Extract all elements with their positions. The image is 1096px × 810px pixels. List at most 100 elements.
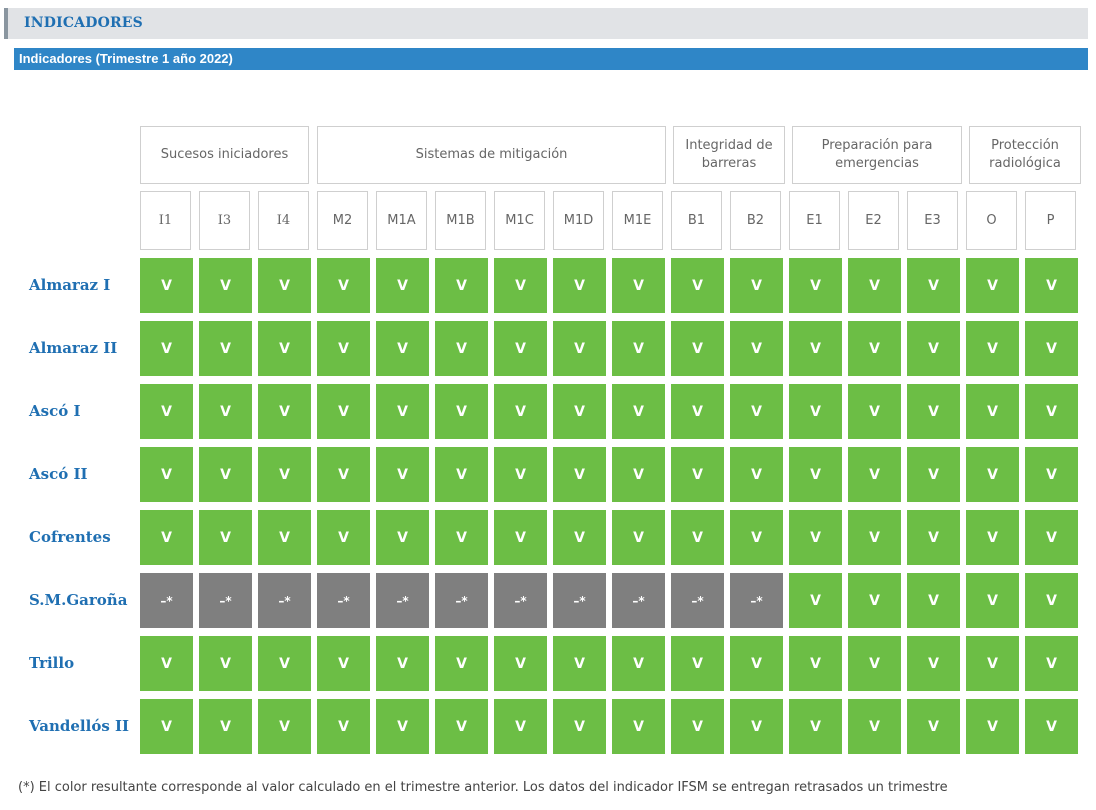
indicator-cell-m1a[interactable]: V <box>376 321 429 376</box>
plant-name-link[interactable]: Trillo <box>29 654 75 672</box>
indicator-cell-i1[interactable]: V <box>140 636 193 691</box>
indicator-cell-i1[interactable]: V <box>140 510 193 565</box>
indicator-cell-i1[interactable]: V <box>140 447 193 502</box>
indicator-cell-m2[interactable]: V <box>317 321 370 376</box>
indicator-cell-b1[interactable]: V <box>671 636 724 691</box>
indicator-cell-m1b[interactable]: V <box>435 699 488 754</box>
indicator-cell-e1[interactable]: V <box>789 258 842 313</box>
plant-name-link[interactable]: Cofrentes <box>29 528 111 546</box>
indicator-cell-m1c[interactable]: V <box>494 384 547 439</box>
indicator-cell-e2[interactable]: V <box>848 321 901 376</box>
indicator-cell-m1c[interactable]: V <box>494 699 547 754</box>
indicator-cell-e3[interactable]: V <box>907 573 960 628</box>
indicator-cell-p[interactable]: V <box>1025 384 1078 439</box>
indicator-cell-e2[interactable]: V <box>848 636 901 691</box>
indicator-cell-i3[interactable]: –* <box>199 573 252 628</box>
indicator-cell-m1e[interactable]: V <box>612 258 665 313</box>
indicator-cell-i4[interactable]: V <box>258 510 311 565</box>
indicator-cell-b1[interactable]: V <box>671 510 724 565</box>
indicator-cell-i3[interactable]: V <box>199 447 252 502</box>
indicator-cell-b2[interactable]: V <box>730 447 783 502</box>
indicator-cell-i1[interactable]: –* <box>140 573 193 628</box>
indicator-cell-p[interactable]: V <box>1025 510 1078 565</box>
indicator-cell-m1e[interactable]: V <box>612 447 665 502</box>
indicator-cell-m1d[interactable]: V <box>553 447 606 502</box>
indicator-cell-b1[interactable]: V <box>671 384 724 439</box>
indicator-cell-e2[interactable]: V <box>848 258 901 313</box>
indicator-cell-e1[interactable]: V <box>789 573 842 628</box>
indicator-cell-m1e[interactable]: V <box>612 384 665 439</box>
indicator-cell-m1a[interactable]: –* <box>376 573 429 628</box>
indicator-cell-i3[interactable]: V <box>199 510 252 565</box>
indicator-cell-m2[interactable]: V <box>317 447 370 502</box>
indicator-cell-m1c[interactable]: V <box>494 321 547 376</box>
indicator-cell-e1[interactable]: V <box>789 384 842 439</box>
indicator-cell-m1a[interactable]: V <box>376 510 429 565</box>
indicator-cell-m1b[interactable]: V <box>435 321 488 376</box>
indicator-cell-b2[interactable]: V <box>730 636 783 691</box>
indicator-cell-m1b[interactable]: V <box>435 510 488 565</box>
indicator-cell-b1[interactable]: V <box>671 258 724 313</box>
indicator-cell-i1[interactable]: V <box>140 321 193 376</box>
indicator-cell-m1d[interactable]: –* <box>553 573 606 628</box>
indicator-cell-b1[interactable]: V <box>671 447 724 502</box>
indicator-cell-m1e[interactable]: V <box>612 321 665 376</box>
indicator-cell-i1[interactable]: V <box>140 699 193 754</box>
indicator-cell-m1e[interactable]: V <box>612 636 665 691</box>
indicator-cell-e3[interactable]: V <box>907 699 960 754</box>
indicator-cell-m1a[interactable]: V <box>376 384 429 439</box>
indicator-cell-e1[interactable]: V <box>789 447 842 502</box>
indicator-cell-e2[interactable]: V <box>848 510 901 565</box>
indicator-cell-e1[interactable]: V <box>789 636 842 691</box>
indicator-cell-o[interactable]: V <box>966 384 1019 439</box>
indicator-cell-e2[interactable]: V <box>848 573 901 628</box>
indicator-cell-i4[interactable]: –* <box>258 573 311 628</box>
indicator-cell-m1b[interactable]: V <box>435 384 488 439</box>
indicator-cell-m1a[interactable]: V <box>376 699 429 754</box>
indicator-cell-m1c[interactable]: V <box>494 510 547 565</box>
indicator-cell-o[interactable]: V <box>966 321 1019 376</box>
indicator-cell-b2[interactable]: –* <box>730 573 783 628</box>
indicator-cell-i3[interactable]: V <box>199 636 252 691</box>
indicator-cell-m1d[interactable]: V <box>553 510 606 565</box>
indicator-cell-i4[interactable]: V <box>258 699 311 754</box>
indicator-cell-o[interactable]: V <box>966 447 1019 502</box>
indicator-cell-m1d[interactable]: V <box>553 258 606 313</box>
indicator-cell-e3[interactable]: V <box>907 510 960 565</box>
indicator-cell-e2[interactable]: V <box>848 447 901 502</box>
indicator-cell-o[interactable]: V <box>966 258 1019 313</box>
indicator-cell-m1c[interactable]: V <box>494 447 547 502</box>
indicator-cell-p[interactable]: V <box>1025 447 1078 502</box>
indicator-cell-i4[interactable]: V <box>258 447 311 502</box>
indicator-cell-b1[interactable]: V <box>671 321 724 376</box>
indicator-cell-i3[interactable]: V <box>199 384 252 439</box>
indicator-cell-e2[interactable]: V <box>848 699 901 754</box>
indicator-cell-i4[interactable]: V <box>258 321 311 376</box>
indicator-cell-o[interactable]: V <box>966 510 1019 565</box>
indicator-cell-m1b[interactable]: –* <box>435 573 488 628</box>
plant-name-link[interactable]: S.M.Garoña <box>29 591 128 609</box>
indicator-cell-m1d[interactable]: V <box>553 699 606 754</box>
indicator-cell-e3[interactable]: V <box>907 636 960 691</box>
indicator-cell-m2[interactable]: V <box>317 510 370 565</box>
indicator-cell-i1[interactable]: V <box>140 258 193 313</box>
indicator-cell-b2[interactable]: V <box>730 258 783 313</box>
indicator-cell-p[interactable]: V <box>1025 258 1078 313</box>
indicator-cell-m1e[interactable]: V <box>612 699 665 754</box>
indicator-cell-m2[interactable]: V <box>317 636 370 691</box>
indicator-cell-i1[interactable]: V <box>140 384 193 439</box>
indicator-cell-m1e[interactable]: –* <box>612 573 665 628</box>
indicator-cell-m2[interactable]: V <box>317 699 370 754</box>
plant-name-link[interactable]: Ascó II <box>29 465 88 483</box>
indicator-cell-b2[interactable]: V <box>730 384 783 439</box>
indicator-cell-m1a[interactable]: V <box>376 636 429 691</box>
indicator-cell-i3[interactable]: V <box>199 699 252 754</box>
indicator-cell-m1d[interactable]: V <box>553 636 606 691</box>
indicator-cell-i4[interactable]: V <box>258 384 311 439</box>
indicator-cell-m1a[interactable]: V <box>376 447 429 502</box>
indicator-cell-e1[interactable]: V <box>789 699 842 754</box>
indicator-cell-b2[interactable]: V <box>730 321 783 376</box>
indicator-cell-o[interactable]: V <box>966 699 1019 754</box>
plant-name-link[interactable]: Almaraz I <box>29 276 111 294</box>
plant-name-link[interactable]: Vandellós II <box>29 717 130 735</box>
